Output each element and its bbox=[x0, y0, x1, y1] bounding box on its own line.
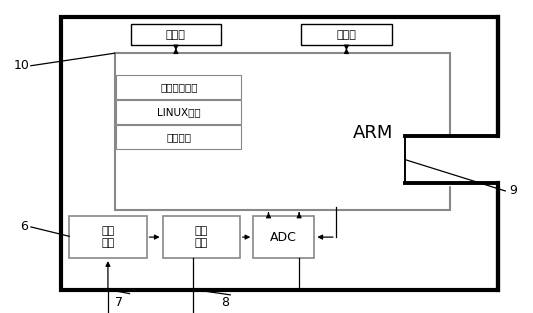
Bar bbox=[116, 100, 241, 124]
Text: 触摸屏: 触摸屏 bbox=[166, 30, 186, 40]
Text: 8: 8 bbox=[221, 295, 229, 309]
Bar bbox=[116, 75, 241, 99]
Bar bbox=[253, 216, 314, 258]
Text: 7: 7 bbox=[115, 295, 123, 309]
Text: 隔交
电路: 隔交 电路 bbox=[101, 226, 115, 248]
Text: ARM: ARM bbox=[353, 124, 393, 142]
Text: 驱动程序: 驱动程序 bbox=[166, 132, 191, 142]
Bar bbox=[116, 125, 241, 149]
Bar bbox=[301, 24, 392, 45]
Text: 9: 9 bbox=[509, 184, 517, 198]
Bar bbox=[69, 216, 147, 258]
Text: 衰减
电路: 衰减 电路 bbox=[195, 226, 208, 248]
Bar bbox=[115, 53, 450, 210]
Text: 10: 10 bbox=[13, 59, 29, 72]
Text: 6: 6 bbox=[20, 220, 28, 233]
Bar bbox=[61, 17, 498, 290]
Text: ADC: ADC bbox=[270, 231, 297, 244]
Text: LINUX内核: LINUX内核 bbox=[157, 107, 200, 117]
Text: 热态对中软件: 热态对中软件 bbox=[160, 82, 198, 92]
Bar bbox=[163, 216, 240, 258]
Bar bbox=[131, 24, 221, 45]
Text: 显示屏: 显示屏 bbox=[336, 30, 357, 40]
